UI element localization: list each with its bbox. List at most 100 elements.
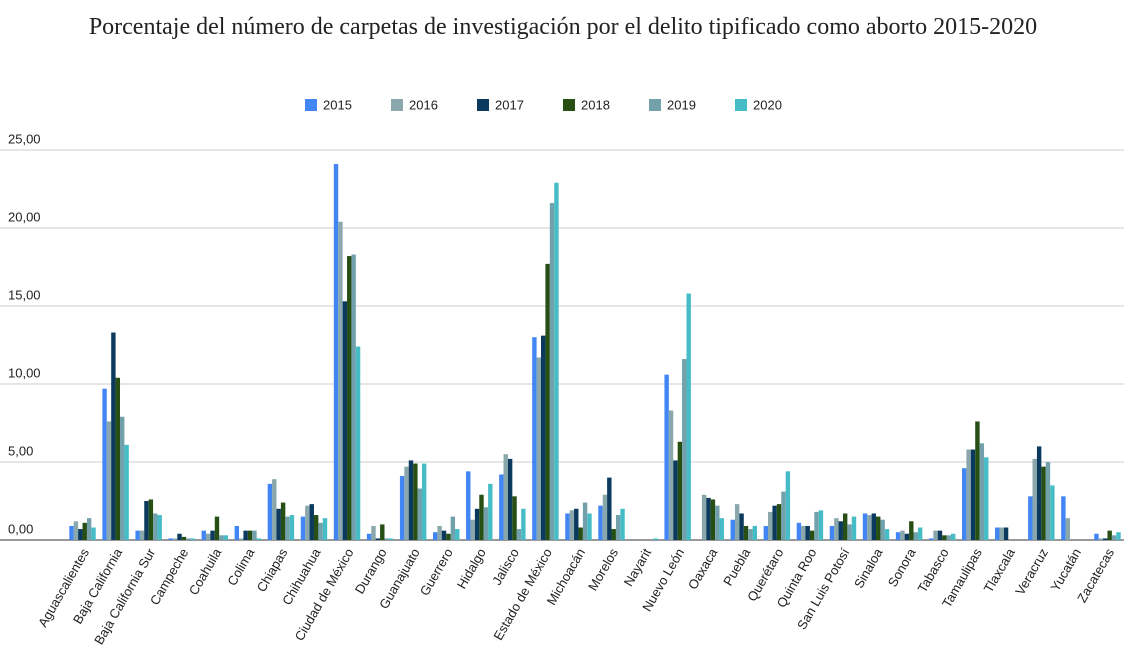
bar bbox=[1107, 530, 1112, 540]
bar bbox=[223, 535, 229, 540]
bar bbox=[814, 511, 819, 540]
bar bbox=[664, 374, 669, 540]
bar bbox=[342, 301, 348, 540]
bar bbox=[772, 505, 777, 540]
bar bbox=[205, 533, 211, 540]
x-tick-label: Puebla bbox=[720, 545, 754, 588]
bar bbox=[569, 510, 575, 540]
bar bbox=[234, 525, 240, 540]
bar bbox=[375, 538, 381, 540]
x-tick-label: Hidalgo bbox=[454, 546, 489, 592]
bar bbox=[607, 477, 612, 540]
x-tick-label: Coahuila bbox=[186, 545, 225, 598]
bar bbox=[144, 501, 149, 540]
x-tick-label: Tabasco bbox=[915, 546, 952, 595]
bar bbox=[474, 508, 480, 540]
bar bbox=[78, 529, 83, 540]
bar bbox=[554, 182, 559, 540]
bar bbox=[545, 263, 550, 540]
bar bbox=[441, 530, 447, 540]
bar bbox=[404, 466, 409, 540]
bar bbox=[309, 504, 314, 540]
bar bbox=[818, 510, 824, 540]
bar bbox=[867, 515, 872, 540]
legend-label: 2019 bbox=[667, 97, 696, 112]
bar bbox=[388, 538, 394, 540]
bar bbox=[483, 507, 489, 540]
bar bbox=[946, 535, 951, 540]
bar bbox=[380, 524, 385, 540]
bar bbox=[503, 454, 508, 540]
bar bbox=[876, 516, 881, 540]
bar bbox=[686, 293, 691, 540]
bar bbox=[507, 458, 513, 540]
bar bbox=[69, 525, 74, 540]
bar bbox=[214, 516, 220, 540]
bar bbox=[710, 499, 716, 540]
bar bbox=[300, 516, 306, 540]
bar bbox=[384, 538, 389, 540]
bar bbox=[719, 518, 724, 540]
y-tick-label: 25,00 bbox=[8, 131, 41, 146]
bar bbox=[1003, 527, 1009, 540]
bar bbox=[999, 527, 1004, 540]
bar bbox=[111, 332, 116, 540]
bar bbox=[801, 525, 806, 540]
bar bbox=[933, 530, 938, 540]
bar bbox=[598, 505, 603, 540]
bar bbox=[904, 533, 910, 540]
bar bbox=[871, 513, 877, 540]
bar bbox=[168, 538, 173, 540]
bar bbox=[399, 476, 405, 540]
bar bbox=[516, 529, 522, 540]
bar bbox=[677, 441, 683, 540]
bar bbox=[653, 538, 658, 540]
bar bbox=[413, 463, 418, 540]
bar bbox=[247, 530, 253, 540]
bar bbox=[186, 538, 191, 540]
bar bbox=[1061, 496, 1066, 540]
bar bbox=[673, 460, 678, 540]
bar bbox=[1116, 532, 1121, 540]
bar bbox=[834, 518, 839, 540]
bar bbox=[549, 203, 555, 541]
bar bbox=[86, 518, 92, 540]
bar bbox=[1065, 518, 1070, 540]
bar bbox=[540, 335, 546, 540]
y-tick-label: 20,00 bbox=[8, 209, 41, 224]
bar bbox=[532, 337, 537, 540]
bar bbox=[900, 530, 905, 540]
bar bbox=[115, 377, 121, 540]
bar bbox=[417, 488, 422, 540]
x-tick-label: Yucatán bbox=[1047, 546, 1083, 594]
bar bbox=[106, 421, 112, 540]
bar bbox=[884, 529, 890, 540]
bar bbox=[338, 221, 343, 540]
bar bbox=[135, 530, 140, 540]
bar bbox=[521, 508, 526, 540]
bar bbox=[950, 533, 956, 540]
bar bbox=[995, 527, 1000, 540]
bar bbox=[347, 256, 352, 540]
bar bbox=[1103, 538, 1108, 540]
bar bbox=[611, 529, 616, 540]
bar bbox=[615, 515, 621, 540]
bar bbox=[937, 530, 943, 540]
bar bbox=[838, 521, 843, 540]
bar bbox=[305, 505, 310, 540]
bar bbox=[829, 525, 835, 540]
y-tick-label: 15,00 bbox=[8, 287, 41, 302]
bar bbox=[975, 421, 980, 540]
bar bbox=[620, 508, 625, 540]
bar bbox=[734, 504, 740, 540]
legend-swatch bbox=[563, 99, 575, 111]
bar bbox=[582, 502, 588, 540]
bar bbox=[1036, 446, 1042, 540]
x-tick-label: Oaxaca bbox=[685, 545, 721, 592]
x-tick-label: Sinaloa bbox=[851, 545, 886, 591]
bar bbox=[355, 346, 361, 540]
bar bbox=[763, 525, 769, 540]
bar bbox=[984, 457, 989, 540]
bar bbox=[1041, 466, 1046, 540]
bar bbox=[172, 538, 178, 540]
